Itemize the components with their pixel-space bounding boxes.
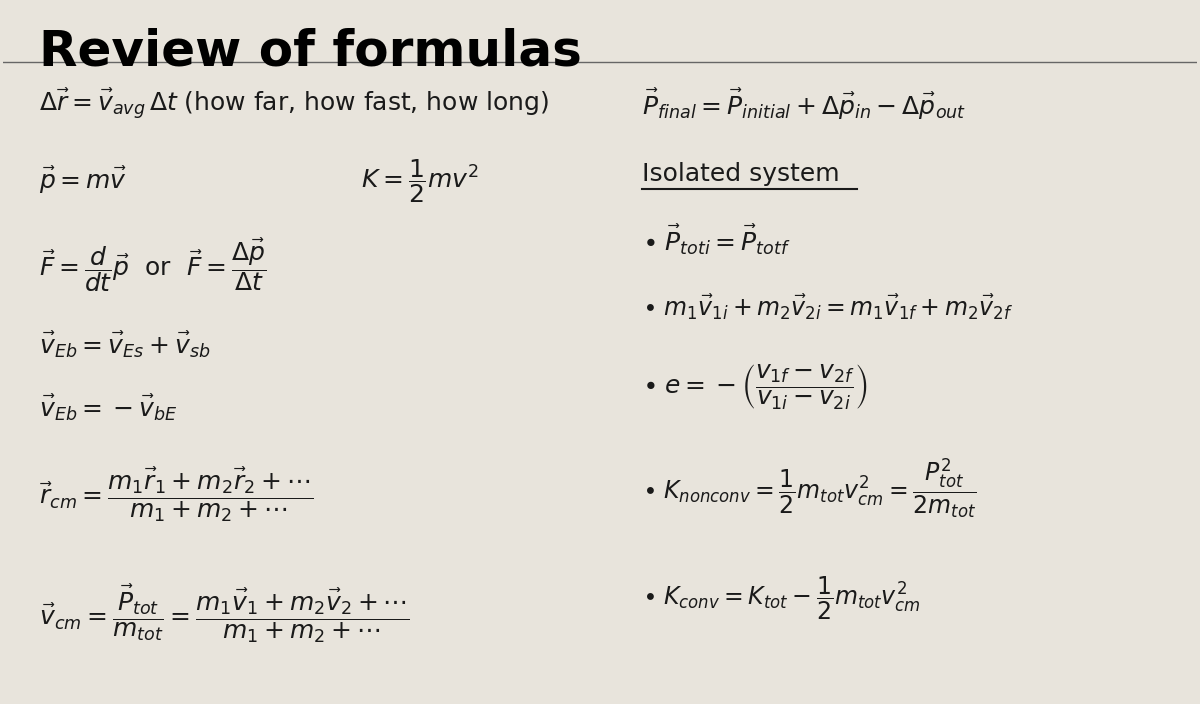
Text: $\vec{F} = \dfrac{d}{dt}\vec{p}$  or  $\vec{F} = \dfrac{\Delta\vec{p}}{\Delta t}: $\vec{F} = \dfrac{d}{dt}\vec{p}$ or $\ve… [38,236,265,294]
Text: $K = \dfrac{1}{2}mv^2$: $K = \dfrac{1}{2}mv^2$ [361,157,479,205]
Text: $\vec{v}_{Eb} = \vec{v}_{Es} + \vec{v}_{sb}$: $\vec{v}_{Eb} = \vec{v}_{Es} + \vec{v}_{… [38,330,210,360]
Text: $\vec{v}_{cm} = \dfrac{\vec{P}_{tot}}{m_{tot}} = \dfrac{m_1\vec{v}_1 + m_2\vec{v: $\vec{v}_{cm} = \dfrac{\vec{P}_{tot}}{m_… [38,583,409,645]
Text: $\vec{v}_{Eb} = -\vec{v}_{bE}$: $\vec{v}_{Eb} = -\vec{v}_{bE}$ [38,393,178,423]
Text: $\vec{r}_{cm} = \dfrac{m_1\vec{r}_1 + m_2\vec{r}_2 + \cdots}{m_1 + m_2 + \cdots}: $\vec{r}_{cm} = \dfrac{m_1\vec{r}_1 + m_… [38,466,313,524]
Text: $\bullet\;K_{conv} = K_{tot} - \dfrac{1}{2}m_{tot}v_{cm}^{2}$: $\bullet\;K_{conv} = K_{tot} - \dfrac{1}… [642,574,920,622]
Text: $\vec{p} = m\vec{v}$: $\vec{p} = m\vec{v}$ [38,165,127,196]
Text: $\vec{P}_{final} = \vec{P}_{initial} + \Delta\vec{p}_{in} - \Delta\vec{p}_{out}$: $\vec{P}_{final} = \vec{P}_{initial} + \… [642,87,966,122]
Text: $\bullet\;\vec{P}_{toti} = \vec{P}_{totf}$: $\bullet\;\vec{P}_{toti} = \vec{P}_{totf… [642,223,791,258]
Text: $\bullet\;e = -\left(\dfrac{v_{1f}-v_{2f}}{v_{1i}-v_{2i}}\right)$: $\bullet\;e = -\left(\dfrac{v_{1f}-v_{2f… [642,363,868,411]
Text: Isolated system: Isolated system [642,162,840,186]
Text: $\bullet\;m_1\vec{v}_{1i} + m_2\vec{v}_{2i} = m_1\vec{v}_{1f} + m_2\vec{v}_{2f}$: $\bullet\;m_1\vec{v}_{1i} + m_2\vec{v}_{… [642,291,1013,322]
Text: $\bullet\;K_{nonconv} = \dfrac{1}{2}m_{tot}v_{cm}^{2} = \dfrac{P_{tot}^{2}}{2m_{: $\bullet\;K_{nonconv} = \dfrac{1}{2}m_{t… [642,456,977,520]
Text: Review of formulas: Review of formulas [38,27,582,75]
Text: $\Delta\vec{r} = \vec{v}_{avg}\,\Delta t$ (how far, how fast, how long): $\Delta\vec{r} = \vec{v}_{avg}\,\Delta t… [38,87,548,121]
